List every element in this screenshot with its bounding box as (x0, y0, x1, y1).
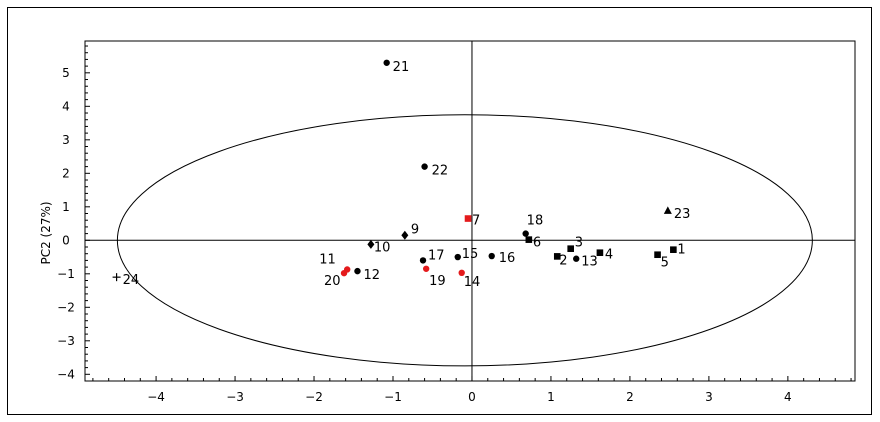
point-label-11: 11 (319, 252, 336, 267)
point-label-12: 12 (363, 268, 380, 283)
data-point-2 (553, 253, 561, 260)
x-tick-label: 2 (626, 390, 634, 404)
data-point-5 (654, 251, 661, 259)
y-tick-label: −4 (57, 367, 75, 381)
x-tick-label: −4 (147, 390, 165, 404)
point-label-10: 10 (374, 240, 391, 255)
y-axis-title: PC2 (27%) (39, 201, 53, 264)
confidence-ellipse (116, 114, 813, 367)
data-point-9 (401, 230, 409, 240)
x-tick-label: −2 (305, 390, 323, 404)
x-tick-label: 1 (547, 390, 555, 404)
point-label-9: 9 (411, 222, 419, 237)
point-label-13: 13 (581, 255, 598, 270)
y-tick-label: 3 (62, 133, 70, 147)
point-label-18: 18 (527, 214, 544, 229)
point-label-22: 22 (432, 164, 449, 179)
data-point-21 (383, 59, 390, 66)
data-point-7 (464, 215, 472, 222)
point-label-23: 23 (674, 207, 691, 222)
y-tick-label: −2 (57, 300, 75, 314)
point-label-19: 19 (429, 274, 446, 289)
x-tick-label: 0 (468, 390, 476, 404)
data-point-22 (421, 163, 428, 170)
point-label-15: 15 (462, 247, 479, 262)
y-tick-label: 5 (62, 66, 70, 80)
x-tick-label: 3 (705, 390, 713, 404)
point-label-21: 21 (393, 60, 410, 75)
data-point-14 (458, 269, 465, 277)
point-label-7: 7 (472, 214, 480, 229)
data-point-15 (454, 253, 461, 261)
zero-lines (85, 41, 855, 381)
plot-border (84, 40, 856, 382)
x-tick-label: −1 (384, 390, 402, 404)
y-tick-label: −3 (57, 334, 75, 348)
data-point-24 (112, 273, 121, 282)
y-tick-label: −1 (57, 267, 75, 281)
point-label-20: 20 (324, 274, 341, 289)
point-label-17: 17 (428, 248, 445, 263)
data-point-19 (422, 265, 430, 272)
data-point-10 (367, 239, 375, 249)
plot-area (84, 40, 856, 382)
point-label-1: 1 (677, 243, 685, 258)
point-label-16: 16 (499, 251, 516, 266)
data-point-17 (419, 257, 427, 264)
confidence-ellipse-group (116, 114, 813, 367)
point-label-6: 6 (533, 236, 541, 251)
point-label-4: 4 (605, 248, 613, 263)
chart-frame (7, 7, 872, 415)
x-tick-label: 4 (784, 390, 792, 404)
point-label-2: 2 (559, 253, 567, 268)
y-tick-label: 2 (62, 166, 70, 180)
data-point-18 (522, 230, 529, 237)
data-point-3 (567, 245, 574, 252)
y-tick-label: 0 (62, 233, 70, 247)
data-point-6 (525, 236, 533, 243)
data-point-12 (354, 267, 361, 275)
data-point-16 (488, 252, 495, 260)
point-label-14: 14 (464, 275, 481, 290)
x-tick-label: −3 (226, 390, 244, 404)
data-point-23 (663, 206, 672, 214)
point-label-3: 3 (575, 236, 583, 251)
data-point-4 (596, 249, 604, 257)
point-label-24: 24 (123, 273, 140, 288)
data-point-1 (670, 246, 677, 253)
y-tick-label: 1 (62, 200, 70, 214)
data-point-20 (340, 269, 348, 277)
y-tick-label: 4 (62, 99, 70, 113)
point-label-5: 5 (661, 256, 669, 271)
data-point-13 (573, 255, 580, 262)
